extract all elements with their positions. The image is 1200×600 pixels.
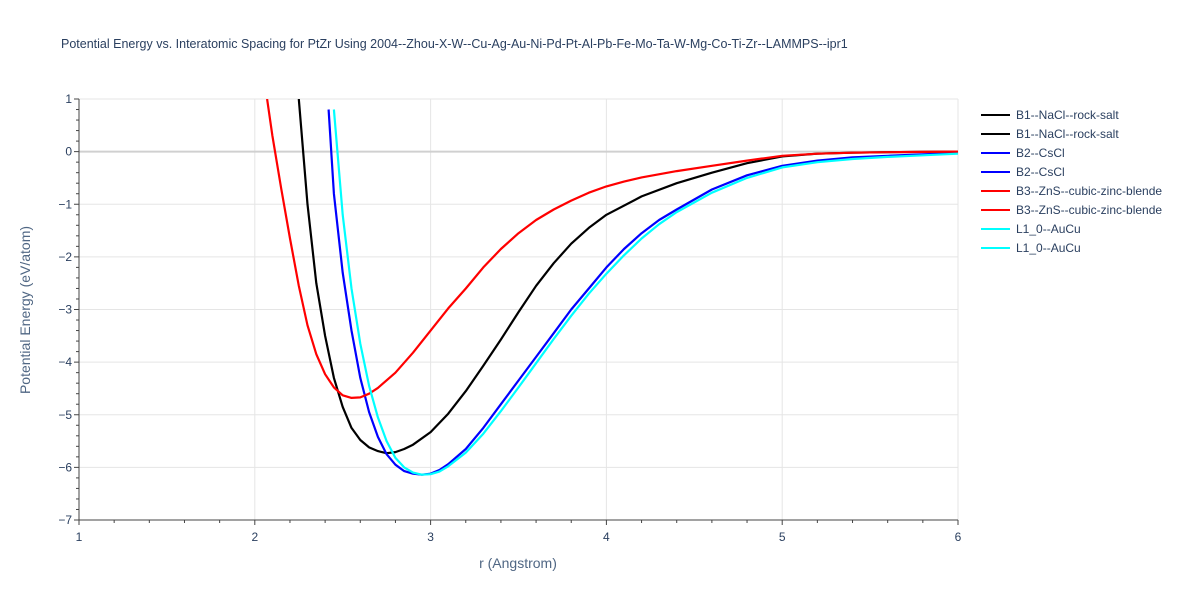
legend-label: B2--CsCl xyxy=(1016,165,1065,179)
legend-label: B3--ZnS--cubic-zinc-blende xyxy=(1016,203,1162,217)
y-tick-label: −6 xyxy=(58,460,72,474)
y-tick-label: −2 xyxy=(58,250,72,264)
x-tick-label: 4 xyxy=(603,530,610,544)
legend-label: B2--CsCl xyxy=(1016,146,1065,160)
series-line-2[interactable] xyxy=(327,109,958,476)
y-tick-label: −7 xyxy=(58,513,72,527)
series-lines xyxy=(266,99,958,476)
y-tick-label: 1 xyxy=(65,92,72,106)
series-line-6[interactable] xyxy=(332,109,958,476)
x-tick-label: 3 xyxy=(427,530,434,544)
series-line-0[interactable] xyxy=(297,99,958,455)
legend-label: B3--ZnS--cubic-zinc-blende xyxy=(1016,184,1162,198)
axes: 1 2 3 4 5 6 1 0 −1 −2 −3 −4 −5 −6 −7 xyxy=(58,92,961,544)
y-tick-label: −5 xyxy=(58,408,72,422)
series-line-4[interactable] xyxy=(266,99,958,399)
x-axis-title: r (Angstrom) xyxy=(479,555,557,571)
legend-label: L1_0--AuCu xyxy=(1016,241,1081,255)
y-tick-label: −1 xyxy=(58,197,72,211)
y-tick-label: 0 xyxy=(65,145,72,159)
legend-label: B1--NaCl--rock-salt xyxy=(1016,127,1119,141)
legend-item[interactable]: B3--ZnS--cubic-zinc-blende xyxy=(981,184,1162,198)
grid-lines xyxy=(79,98,959,521)
legend-label: B1--NaCl--rock-salt xyxy=(1016,108,1119,122)
y-axis-title: Potential Energy (eV/atom) xyxy=(17,226,33,394)
legend-item[interactable]: B2--CsCl xyxy=(981,146,1065,160)
legend-item[interactable]: B1--NaCl--rock-salt xyxy=(981,108,1119,122)
y-tick-label: −3 xyxy=(58,303,72,317)
chart-title: Potential Energy vs. Interatomic Spacing… xyxy=(61,37,848,51)
legend-item[interactable]: L1_0--AuCu xyxy=(981,241,1081,255)
legend-label: L1_0--AuCu xyxy=(1016,222,1081,236)
legend[interactable]: B1--NaCl--rock-salt B1--NaCl--rock-salt B2… xyxy=(981,108,1162,255)
legend-item[interactable]: B2--CsCl xyxy=(981,165,1065,179)
legend-item[interactable]: B3--ZnS--cubic-zinc-blende xyxy=(981,203,1162,217)
legend-item[interactable]: L1_0--AuCu xyxy=(981,222,1081,236)
x-tick-label: 6 xyxy=(955,530,962,544)
y-tick-label: −4 xyxy=(58,355,72,369)
legend-item[interactable]: B1--NaCl--rock-salt xyxy=(981,127,1119,141)
x-tick-label: 1 xyxy=(76,530,83,544)
x-tick-label: 5 xyxy=(779,530,786,544)
x-tick-label: 2 xyxy=(251,530,258,544)
